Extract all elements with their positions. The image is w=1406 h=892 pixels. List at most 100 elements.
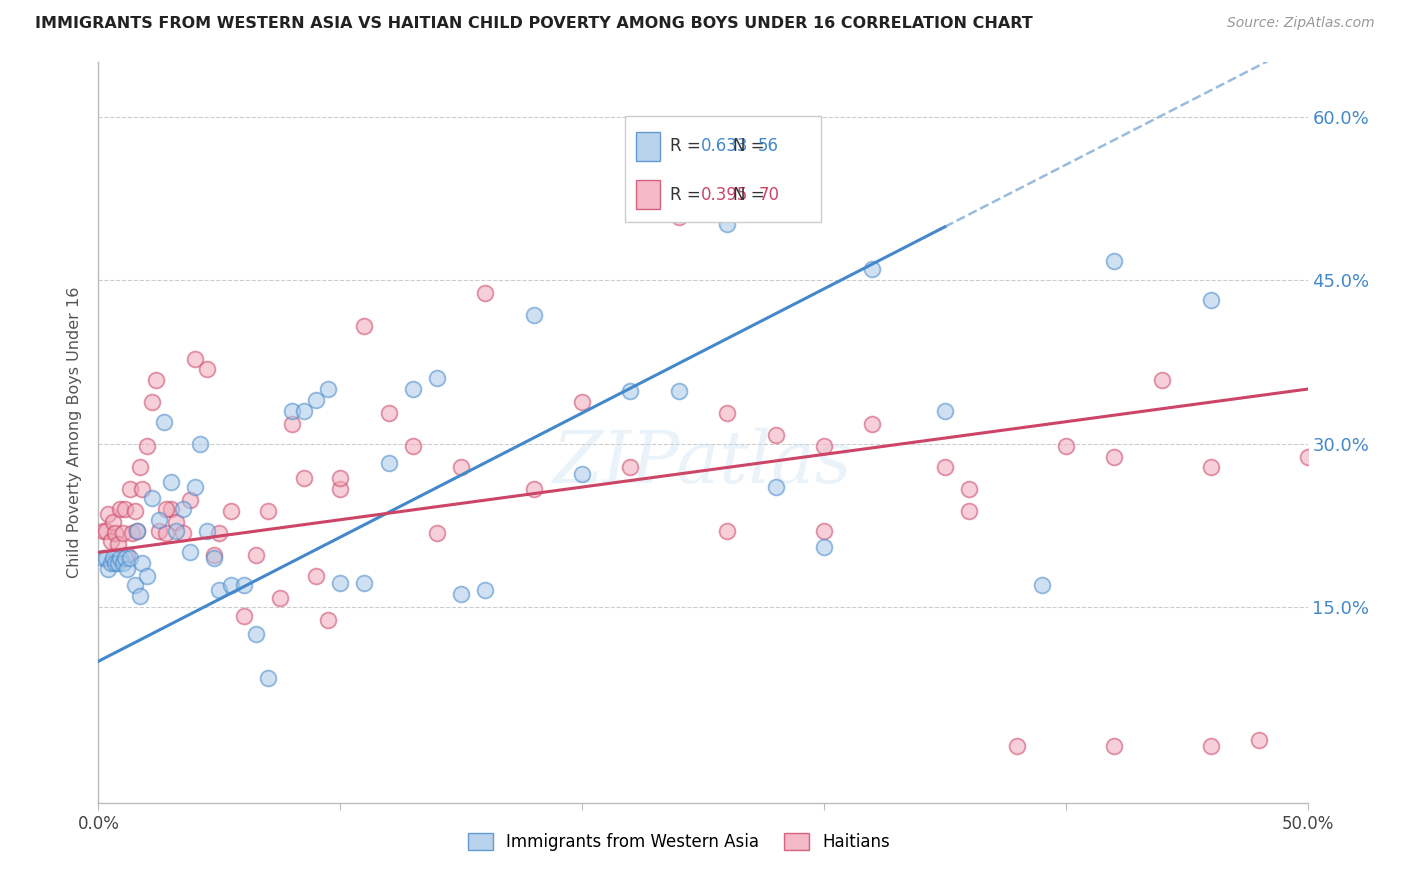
Text: N =: N = bbox=[733, 186, 769, 203]
Point bbox=[104, 525, 127, 540]
Point bbox=[316, 613, 339, 627]
Point bbox=[114, 501, 136, 516]
Point bbox=[245, 627, 267, 641]
Point bbox=[165, 524, 187, 538]
Point bbox=[523, 308, 546, 322]
Point bbox=[94, 524, 117, 538]
Point bbox=[184, 351, 207, 366]
Text: R =: R = bbox=[669, 137, 706, 155]
Point bbox=[148, 524, 170, 538]
Point bbox=[1199, 293, 1222, 307]
Point bbox=[128, 460, 150, 475]
Text: N =: N = bbox=[733, 137, 769, 155]
Point bbox=[1102, 450, 1125, 464]
Point bbox=[117, 548, 139, 562]
Point bbox=[571, 395, 593, 409]
Point bbox=[716, 406, 738, 420]
Point bbox=[195, 362, 218, 376]
Point bbox=[148, 513, 170, 527]
Point bbox=[101, 515, 124, 529]
Point bbox=[131, 556, 153, 570]
Text: 70: 70 bbox=[758, 186, 779, 203]
Point bbox=[281, 417, 304, 431]
Point bbox=[619, 460, 641, 475]
Point bbox=[281, 404, 304, 418]
Point bbox=[813, 540, 835, 554]
Point bbox=[269, 591, 291, 606]
Point bbox=[135, 439, 157, 453]
Point bbox=[474, 583, 496, 598]
Point bbox=[765, 427, 787, 442]
Point bbox=[160, 475, 183, 489]
Point bbox=[108, 501, 131, 516]
Point bbox=[195, 524, 218, 538]
Point bbox=[114, 550, 136, 565]
Point bbox=[221, 504, 243, 518]
Point bbox=[107, 537, 129, 551]
Point bbox=[141, 491, 163, 505]
Point bbox=[353, 318, 375, 333]
Point bbox=[813, 439, 835, 453]
Point bbox=[619, 384, 641, 399]
Point bbox=[111, 525, 134, 540]
Point bbox=[232, 608, 254, 623]
Point bbox=[221, 578, 243, 592]
Point bbox=[305, 392, 328, 407]
Point bbox=[402, 382, 425, 396]
Point bbox=[1031, 578, 1053, 592]
Point bbox=[165, 515, 187, 529]
Point bbox=[1199, 460, 1222, 475]
Point bbox=[1152, 373, 1174, 387]
Point bbox=[402, 439, 425, 453]
Point bbox=[957, 504, 980, 518]
Point bbox=[107, 556, 129, 570]
Point bbox=[377, 456, 399, 470]
Point bbox=[1249, 732, 1271, 747]
Point bbox=[957, 482, 980, 496]
Point bbox=[97, 562, 120, 576]
Point bbox=[208, 525, 231, 540]
Point bbox=[1199, 739, 1222, 754]
Point bbox=[353, 575, 375, 590]
Point bbox=[813, 524, 835, 538]
Point bbox=[256, 504, 278, 518]
Point bbox=[292, 471, 315, 485]
Point bbox=[716, 524, 738, 538]
Text: 56: 56 bbox=[758, 137, 779, 155]
Point bbox=[141, 395, 163, 409]
Point bbox=[1296, 450, 1319, 464]
Point bbox=[232, 578, 254, 592]
Point bbox=[188, 436, 211, 450]
Point bbox=[155, 525, 177, 540]
Point bbox=[100, 556, 122, 570]
Point bbox=[131, 482, 153, 496]
Point bbox=[523, 482, 546, 496]
Point bbox=[91, 550, 114, 565]
Point bbox=[184, 480, 207, 494]
Point bbox=[571, 467, 593, 481]
Point bbox=[426, 371, 449, 385]
Point bbox=[329, 482, 352, 496]
Point bbox=[172, 525, 194, 540]
Point bbox=[91, 524, 114, 538]
Point bbox=[316, 382, 339, 396]
Text: IMMIGRANTS FROM WESTERN ASIA VS HAITIAN CHILD POVERTY AMONG BOYS UNDER 16 CORREL: IMMIGRANTS FROM WESTERN ASIA VS HAITIAN … bbox=[35, 16, 1033, 31]
Point bbox=[934, 404, 956, 418]
Point bbox=[118, 550, 141, 565]
Point bbox=[474, 286, 496, 301]
Point bbox=[1007, 739, 1029, 754]
Point bbox=[292, 404, 315, 418]
Point bbox=[94, 550, 117, 565]
Point bbox=[329, 575, 352, 590]
Point bbox=[208, 583, 231, 598]
Point bbox=[305, 569, 328, 583]
Point bbox=[245, 548, 267, 562]
Point bbox=[118, 482, 141, 496]
Point bbox=[1102, 739, 1125, 754]
Point bbox=[135, 569, 157, 583]
Point bbox=[450, 460, 472, 475]
Point bbox=[101, 550, 124, 565]
Y-axis label: Child Poverty Among Boys Under 16: Child Poverty Among Boys Under 16 bbox=[67, 287, 83, 578]
Point bbox=[104, 556, 127, 570]
Point bbox=[450, 587, 472, 601]
